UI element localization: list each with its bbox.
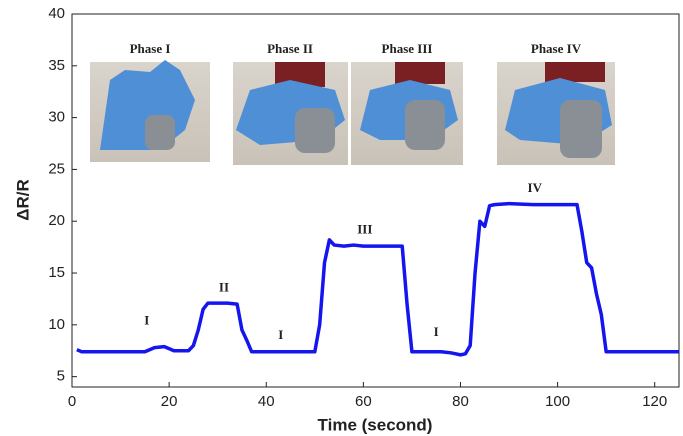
- photo: [497, 62, 615, 165]
- inset-label: Phase II: [267, 41, 313, 56]
- y-tick-label: 5: [57, 368, 65, 385]
- x-tick-label: 20: [161, 393, 178, 410]
- annotation: I: [144, 313, 149, 328]
- y-tick-label: 25: [48, 160, 65, 177]
- annotation: III: [357, 222, 372, 237]
- inset-label: Phase I: [130, 41, 171, 56]
- annotation: II: [219, 280, 229, 295]
- annotation: I: [434, 324, 439, 339]
- x-tick-label: 80: [452, 393, 469, 410]
- x-tick-label: 40: [258, 393, 275, 410]
- y-tick-label: 30: [48, 109, 65, 126]
- y-tick-label: 15: [48, 264, 65, 281]
- x-tick-label: 60: [355, 393, 372, 410]
- x-tick-label: 100: [545, 393, 570, 410]
- x-tick-label: 0: [68, 393, 76, 410]
- inset-label: Phase III: [382, 41, 433, 56]
- y-tick-label: 10: [48, 316, 65, 333]
- y-axis-title: ΔR/R: [13, 179, 32, 221]
- annotation: I: [278, 327, 283, 342]
- inset-photos: [90, 60, 615, 165]
- annotation: IV: [528, 180, 543, 195]
- x-axis-title: Time (second): [318, 415, 433, 434]
- y-tick-label: 20: [48, 212, 65, 229]
- y-tick-label: 35: [48, 57, 65, 74]
- photo: [351, 62, 463, 165]
- y-tick-label: 40: [48, 5, 65, 22]
- photo: [90, 60, 210, 162]
- data-line: [76, 201, 679, 357]
- inset-label: Phase IV: [531, 41, 582, 56]
- plot-frame: [71, 13, 680, 388]
- x-tick-label: 120: [642, 393, 667, 410]
- photo: [233, 62, 348, 165]
